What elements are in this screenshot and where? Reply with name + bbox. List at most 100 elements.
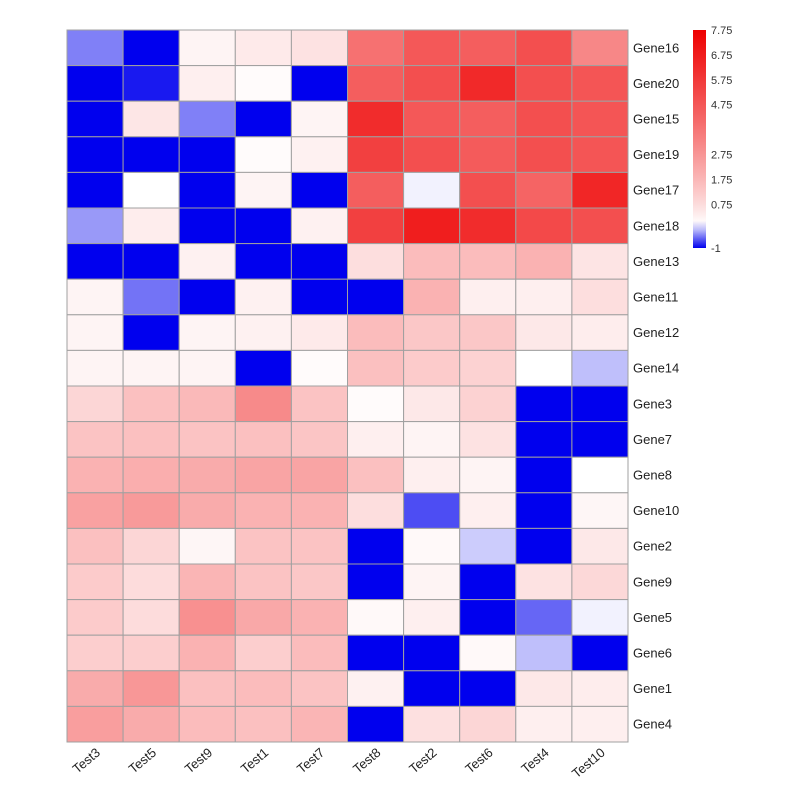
heatmap-cell-gene14-test9 — [178, 349, 236, 387]
heatmap-cell-gene16-test6 — [459, 29, 517, 67]
heatmap-cell-gene3-test5 — [122, 385, 180, 423]
heatmap-cell-gene1-test10 — [571, 670, 629, 707]
heatmap-cell-gene19-test9 — [178, 136, 236, 173]
heatmap-cell-gene16-test8 — [347, 29, 405, 67]
heatmap-cell-gene13-test3 — [66, 243, 124, 280]
heatmap-cell-gene10-test1 — [234, 492, 292, 529]
column-label-test3: Test3 — [70, 745, 103, 776]
legend-tick-label: 0.75 — [711, 199, 732, 211]
heatmap-cell-gene18-test7 — [290, 207, 348, 245]
heatmap-cell-gene10-test4 — [515, 492, 573, 529]
heatmap-cell-gene9-test8 — [347, 563, 405, 601]
heatmap-cell-gene11-test1 — [234, 278, 292, 316]
heatmap-cell-gene4-test9 — [178, 705, 236, 743]
heatmap-cell-gene9-test2 — [403, 563, 461, 601]
heatmap-cell-gene12-test10 — [571, 314, 629, 351]
heatmap-cell-gene11-test9 — [178, 278, 236, 316]
heatmap-cell-gene4-test10 — [571, 705, 629, 743]
row-label-gene8: Gene8 — [633, 468, 672, 483]
heatmap-cell-gene6-test10 — [571, 634, 629, 672]
row-label-gene14: Gene14 — [633, 361, 679, 376]
heatmap-cell-gene19-test2 — [403, 136, 461, 173]
heatmap-cell-gene12-test6 — [459, 314, 517, 351]
legend-tick-label: 5.75 — [711, 75, 732, 87]
heatmap-cell-gene5-test1 — [234, 599, 292, 636]
heatmap-cell-gene17-test6 — [459, 171, 517, 209]
heatmap-cell-gene13-test8 — [347, 243, 405, 280]
heatmap-cell-gene16-test7 — [290, 29, 348, 67]
heatmap-cell-gene17-test2 — [403, 171, 461, 209]
heatmap-cell-gene1-test2 — [403, 670, 461, 707]
heatmap-cell-gene2-test7 — [290, 527, 348, 565]
heatmap-cell-gene18-test10 — [571, 207, 629, 245]
heatmap-cell-gene6-test3 — [66, 634, 124, 672]
heatmap-cell-gene2-test3 — [66, 527, 124, 565]
heatmap-cell-gene10-test9 — [178, 492, 236, 529]
heatmap-cell-gene6-test4 — [515, 634, 573, 672]
row-label-gene17: Gene17 — [633, 183, 679, 198]
heatmap-cell-gene8-test9 — [178, 456, 236, 494]
heatmap-cell-gene14-test10 — [571, 349, 629, 387]
heatmap-cell-gene12-test9 — [178, 314, 236, 351]
heatmap-cell-gene14-test1 — [234, 349, 292, 387]
heatmap-cell-gene15-test2 — [403, 100, 461, 138]
heatmap-cell-gene2-test8 — [347, 527, 405, 565]
heatmap-cell-gene3-test8 — [347, 385, 405, 423]
heatmap-cell-gene7-test6 — [459, 421, 517, 458]
heatmap-cell-gene11-test8 — [347, 278, 405, 316]
heatmap-cells — [66, 29, 629, 743]
heatmap-cell-gene20-test2 — [403, 65, 461, 102]
legend-tick-label: -1 — [711, 243, 721, 255]
heatmap-cell-gene15-test5 — [122, 100, 180, 138]
heatmap-cell-gene17-test3 — [66, 171, 124, 209]
heatmap-cell-gene11-test7 — [290, 278, 348, 316]
heatmap-cell-gene9-test4 — [515, 563, 573, 601]
heatmap-cell-gene19-test7 — [290, 136, 348, 173]
heatmap-cell-gene18-test2 — [403, 207, 461, 245]
heatmap-cell-gene5-test10 — [571, 599, 629, 636]
heatmap-cell-gene19-test8 — [347, 136, 405, 173]
heatmap-cell-gene4-test7 — [290, 705, 348, 743]
heatmap-cell-gene18-test9 — [178, 207, 236, 245]
heatmap-cell-gene20-test1 — [234, 65, 292, 102]
row-label-gene18: Gene18 — [633, 218, 679, 233]
heatmap-cell-gene10-test3 — [66, 492, 124, 529]
row-label-gene11: Gene11 — [633, 290, 678, 305]
heatmap-cell-gene11-test6 — [459, 278, 517, 316]
heatmap-cell-gene11-test10 — [571, 278, 629, 316]
heatmap-cell-gene1-test9 — [178, 670, 236, 707]
heatmap-cell-gene7-test5 — [122, 421, 180, 458]
column-label-test6: Test6 — [462, 745, 495, 776]
heatmap-cell-gene1-test5 — [122, 670, 180, 707]
heatmap-cell-gene7-test8 — [347, 421, 405, 458]
heatmap-cell-gene16-test9 — [178, 29, 236, 67]
heatmap-cell-gene3-test2 — [403, 385, 461, 423]
heatmap-cell-gene7-test10 — [571, 421, 629, 458]
heatmap-cell-gene2-test9 — [178, 527, 236, 565]
heatmap-cell-gene20-test5 — [122, 65, 180, 102]
heatmap-cell-gene10-test5 — [122, 492, 180, 529]
row-label-gene2: Gene2 — [633, 539, 672, 554]
heatmap-cell-gene16-test10 — [571, 29, 629, 67]
heatmap-cell-gene8-test7 — [290, 456, 348, 494]
heatmap-cell-gene4-test3 — [66, 705, 124, 743]
heatmap-cell-gene4-test5 — [122, 705, 180, 743]
heatmap-cell-gene16-test5 — [122, 29, 180, 67]
heatmap-cell-gene7-test3 — [66, 421, 124, 458]
row-label-gene20: Gene20 — [633, 76, 679, 91]
heatmap-cell-gene5-test9 — [178, 599, 236, 636]
heatmap-cell-gene19-test4 — [515, 136, 573, 173]
heatmap-cell-gene2-test1 — [234, 527, 292, 565]
heatmap-cell-gene3-test1 — [234, 385, 292, 423]
heatmap-cell-gene3-test6 — [459, 385, 517, 423]
heatmap-cell-gene1-test8 — [347, 670, 405, 707]
heatmap-cell-gene11-test2 — [403, 278, 461, 316]
heatmap-cell-gene6-test8 — [347, 634, 405, 672]
heatmap-cell-gene8-test8 — [347, 456, 405, 494]
heatmap-cell-gene13-test6 — [459, 243, 517, 280]
heatmap-cell-gene13-test5 — [122, 243, 180, 280]
color-legend-bar — [693, 30, 706, 248]
heatmap-cell-gene5-test6 — [459, 599, 517, 636]
heatmap-cell-gene5-test5 — [122, 599, 180, 636]
heatmap-cell-gene4-test8 — [347, 705, 405, 743]
